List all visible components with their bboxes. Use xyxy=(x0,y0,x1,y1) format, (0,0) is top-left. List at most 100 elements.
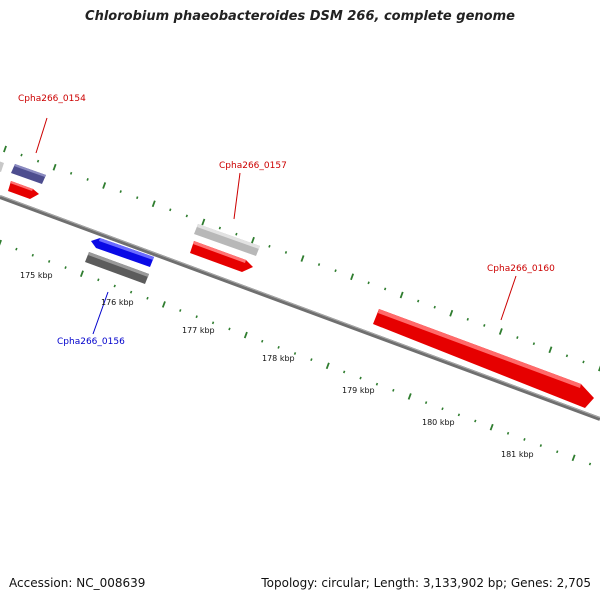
inner-ring-minor-tick xyxy=(113,284,116,288)
inner-ring-minor-tick xyxy=(129,290,133,294)
outer-ring-minor-tick xyxy=(433,305,436,309)
inner-ring-minor-tick xyxy=(64,266,67,269)
outer-ring-major-tick xyxy=(350,273,355,281)
gene-feature-red-0157[interactable] xyxy=(190,241,253,272)
tick-label-179kbp: 179 kbp xyxy=(342,386,375,395)
gene-feature-red-small[interactable] xyxy=(8,181,39,199)
inner-ring-minor-tick xyxy=(474,419,477,423)
outer-ring-major-tick xyxy=(250,236,255,244)
tick-label-178kbp: 178 kbp xyxy=(262,354,295,363)
inner-ring-major-tick xyxy=(161,301,166,308)
tick-label-181kbp: 181 kbp xyxy=(501,450,534,459)
outer-ring-minor-tick xyxy=(218,226,222,230)
topology-text: Topology: circular; Length: 3,133,902 bp… xyxy=(261,576,591,590)
inner-ring-minor-tick xyxy=(47,260,51,263)
inner-ring-major-tick xyxy=(407,393,412,400)
outer-ring-minor-tick xyxy=(20,153,23,157)
inner-ring-minor-tick xyxy=(195,315,198,319)
gene-feature-purple-0154[interactable] xyxy=(11,164,46,184)
genome-backbone-highlight xyxy=(0,195,600,419)
inner-ring-minor-tick xyxy=(375,382,379,386)
map-title: Chlorobium phaeobacteroides DSM 266, com… xyxy=(85,9,515,24)
outer-ring-minor-tick xyxy=(565,354,569,358)
outer-ring-major-tick xyxy=(399,291,404,299)
inner-ring-major-tick xyxy=(243,331,248,339)
outer-ring-minor-tick xyxy=(284,251,288,254)
outer-ring-minor-tick xyxy=(235,232,238,236)
tick-label-180kbp: 180 kbp xyxy=(422,418,455,427)
outer-ring-major-tick xyxy=(52,163,57,171)
label-connector-0156 xyxy=(92,291,109,335)
outer-ring-minor-tick xyxy=(36,159,40,163)
outer-ring-minor-tick xyxy=(582,360,585,364)
gene-label-0156[interactable]: Cpha266_0156 xyxy=(57,337,125,347)
inner-ring-minor-tick xyxy=(277,345,280,349)
tick-label-177kbp: 177 kbp xyxy=(182,326,215,335)
inner-tick-ring xyxy=(0,239,592,466)
gene-feature-red-0160[interactable] xyxy=(373,309,594,408)
inner-ring-minor-tick xyxy=(506,431,510,435)
gene-label-0157[interactable]: Cpha266_0157 xyxy=(219,161,287,171)
outer-ring-minor-tick xyxy=(483,324,486,327)
gene-feature-gray-0157[interactable] xyxy=(194,224,260,256)
outer-ring-minor-tick xyxy=(169,208,172,212)
inner-ring-minor-tick xyxy=(310,358,313,362)
inner-ring-minor-tick xyxy=(342,370,346,374)
inner-ring-minor-tick xyxy=(261,339,264,343)
outer-ring-minor-tick xyxy=(334,269,337,273)
inner-ring-major-tick xyxy=(0,239,2,246)
inner-ring-minor-tick xyxy=(441,407,444,411)
inner-ring-minor-tick xyxy=(457,413,461,417)
outer-ring-minor-tick xyxy=(532,342,536,346)
gene-label-0154[interactable]: Cpha266_0154 xyxy=(18,94,86,104)
inner-ring-minor-tick xyxy=(228,327,231,331)
inner-ring-minor-tick xyxy=(31,253,34,257)
outer-ring-minor-tick xyxy=(367,281,370,285)
tick-label-175kbp: 175 kbp xyxy=(20,271,53,280)
inner-ring-minor-tick xyxy=(424,401,428,405)
outer-ring-minor-tick xyxy=(317,263,321,266)
outer-ring-major-tick xyxy=(548,346,553,354)
tick-label-176kbp: 176 kbp xyxy=(101,298,134,307)
label-connector-0157 xyxy=(233,172,241,220)
outer-ring-minor-tick xyxy=(185,214,188,218)
outer-ring-minor-tick xyxy=(516,336,519,339)
inner-ring-major-tick xyxy=(325,362,330,370)
outer-ring-major-tick xyxy=(598,365,600,372)
gene-label-0160[interactable]: Cpha266_0160 xyxy=(487,264,555,274)
outer-ring-major-tick xyxy=(300,255,305,262)
inner-ring-minor-tick xyxy=(97,278,100,282)
outer-ring-minor-tick xyxy=(69,171,73,175)
accession-text: Accession: NC_008639 xyxy=(9,576,146,590)
inner-ring-major-tick xyxy=(489,423,494,431)
outer-ring-major-tick xyxy=(151,200,156,208)
gene-feature-blue-0156[interactable] xyxy=(91,238,154,267)
inner-ring-minor-tick xyxy=(539,444,543,447)
outer-ring-minor-tick xyxy=(417,299,420,303)
inner-ring-minor-tick xyxy=(523,438,526,441)
outer-tick-ring xyxy=(3,145,600,372)
outer-ring-minor-tick xyxy=(383,287,387,291)
inner-ring-minor-tick xyxy=(588,462,592,466)
genome-backbone xyxy=(0,195,600,421)
outer-ring-major-tick xyxy=(201,218,206,226)
inner-ring-minor-tick xyxy=(146,296,149,300)
inner-ring-minor-tick xyxy=(293,352,297,355)
outer-ring-major-tick xyxy=(3,145,7,153)
outer-ring-minor-tick xyxy=(119,190,122,193)
inner-ring-minor-tick xyxy=(556,450,559,454)
gene-feature-light-gray-left[interactable] xyxy=(0,160,4,172)
label-connector-0160 xyxy=(500,275,517,321)
outer-ring-major-tick xyxy=(498,328,503,335)
outer-ring-minor-tick xyxy=(136,196,139,200)
outer-ring-minor-tick xyxy=(466,317,469,321)
inner-ring-minor-tick xyxy=(179,309,182,312)
inner-ring-minor-tick xyxy=(211,321,215,325)
outer-ring-major-tick xyxy=(102,182,107,189)
label-connector-0154 xyxy=(35,117,48,154)
gene-feature-dark-gray-0156[interactable] xyxy=(85,252,149,284)
outer-ring-minor-tick xyxy=(86,178,89,181)
outer-ring-major-tick xyxy=(449,309,454,317)
